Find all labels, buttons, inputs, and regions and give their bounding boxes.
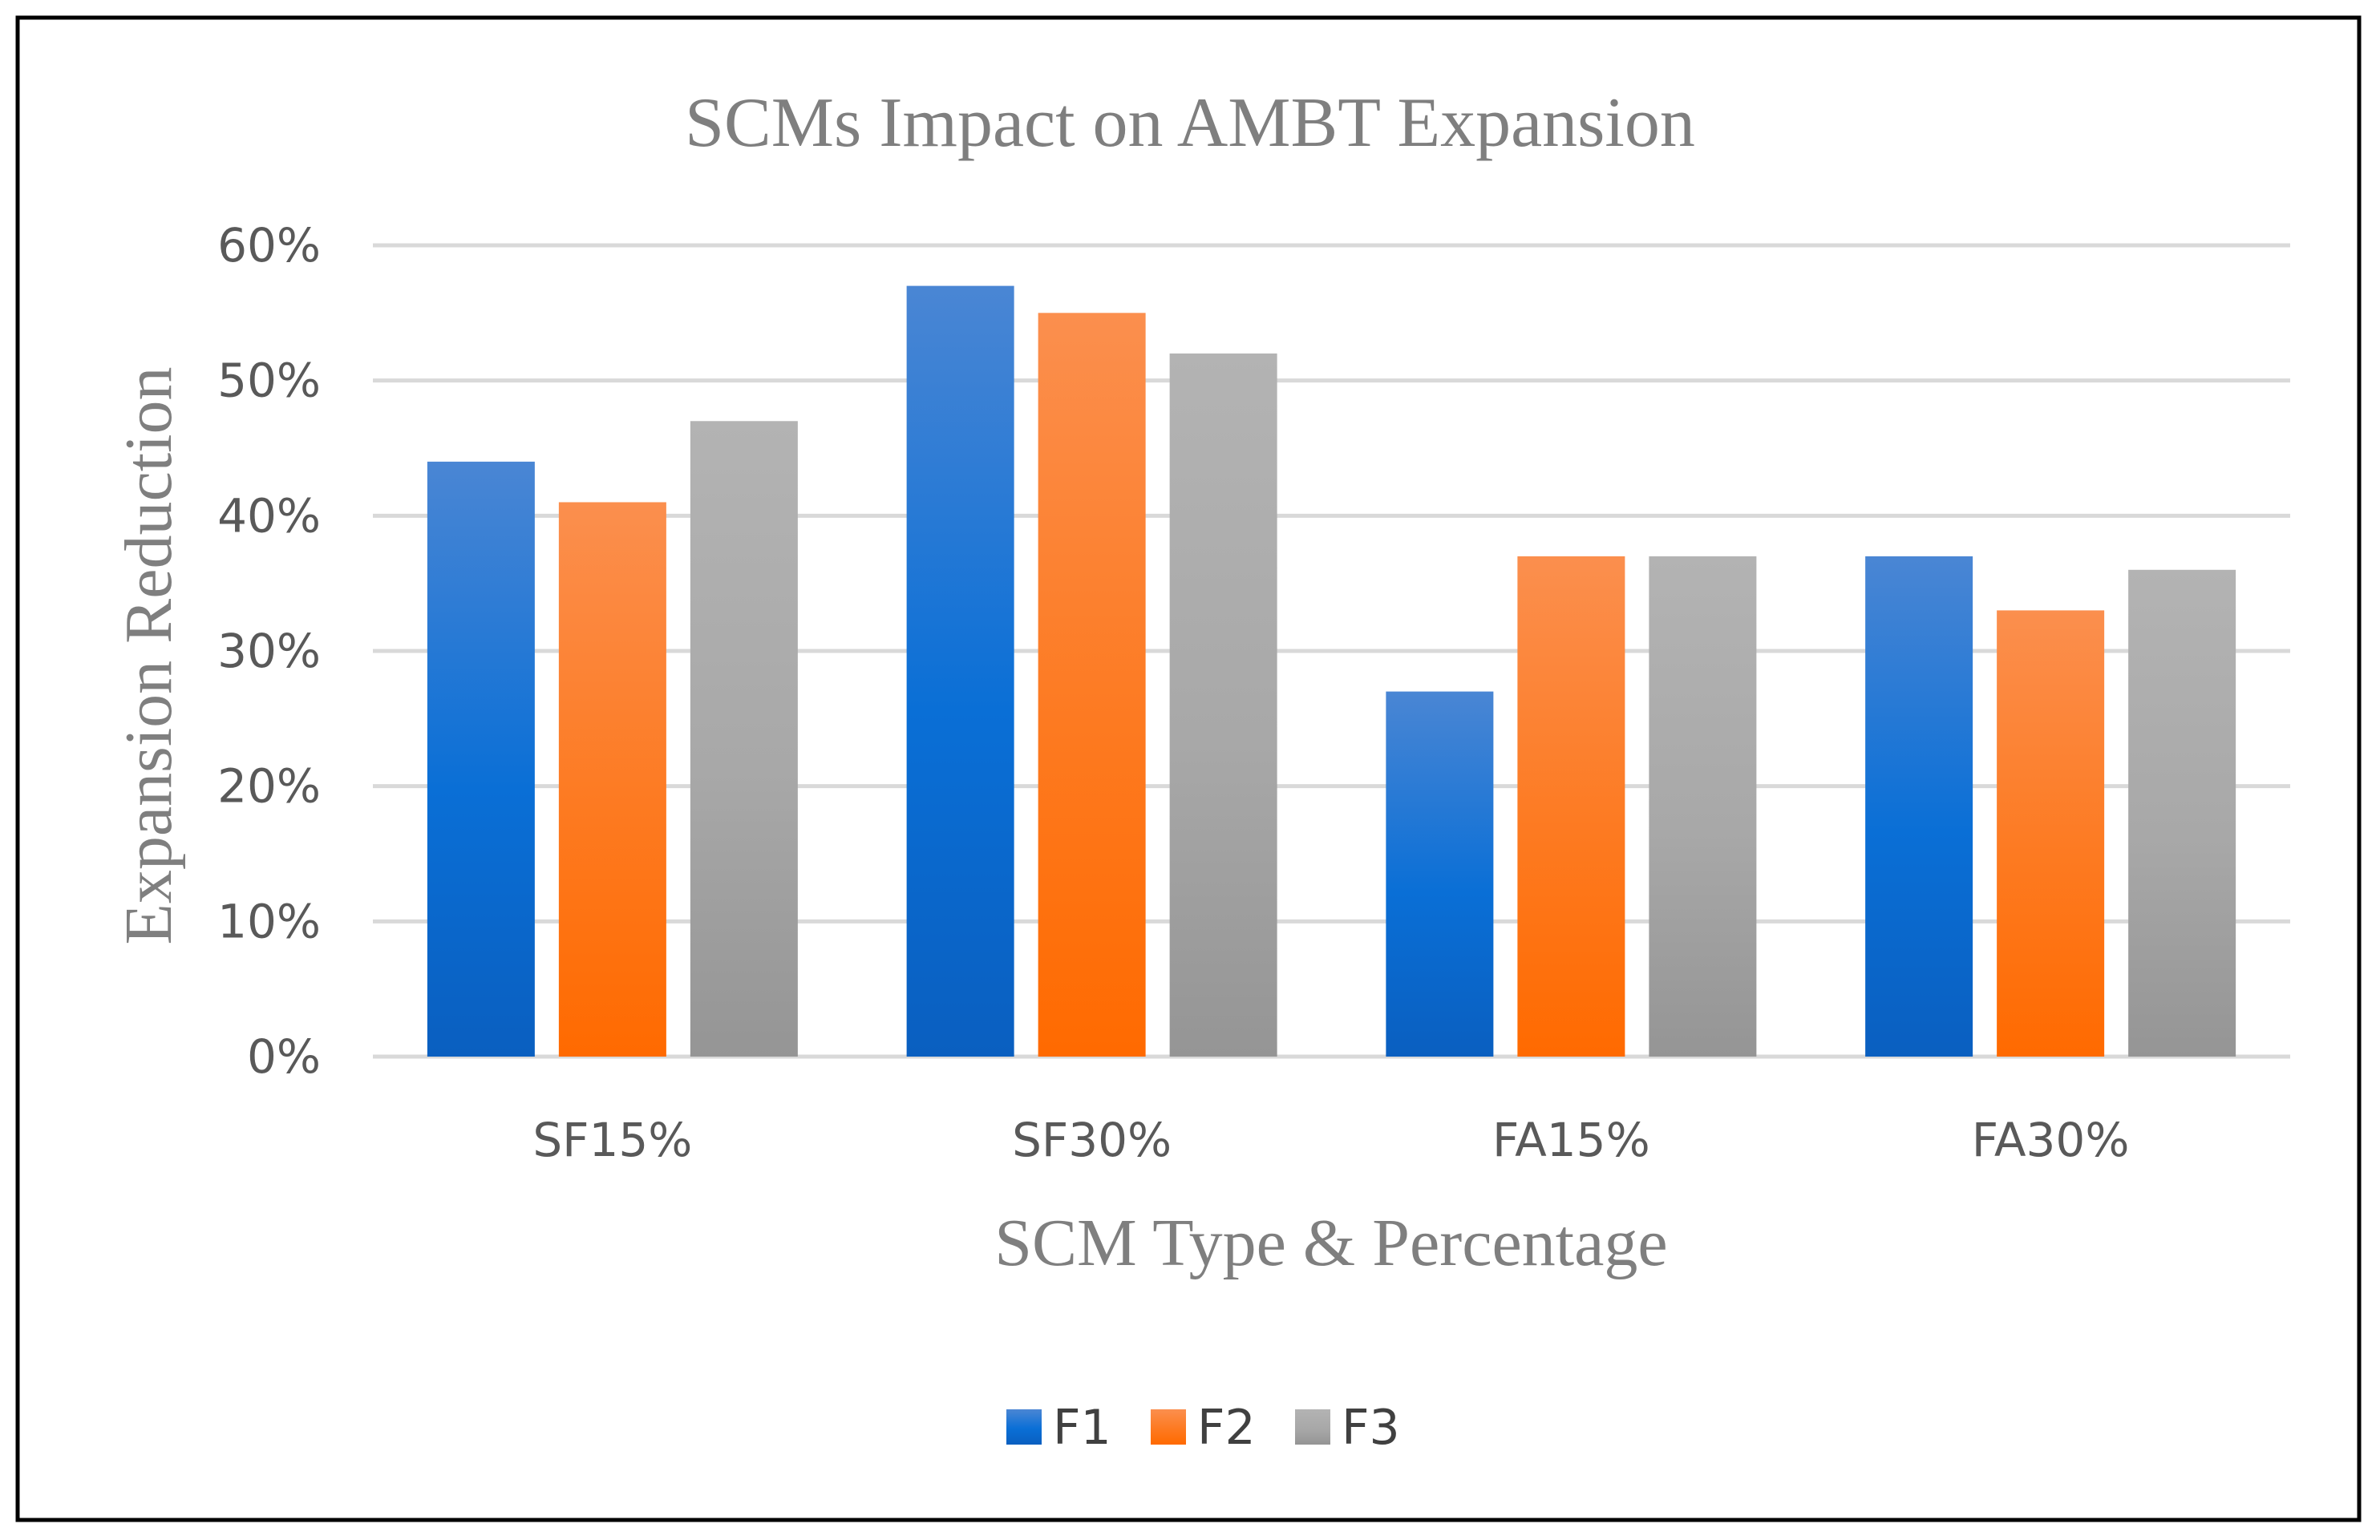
bar-f1-fa15pct [1386,691,1494,1057]
legend-label-f1: F1 [1053,1400,1111,1456]
x-tick-label: FA30% [1972,1113,2130,1167]
x-tick-label: FA15% [1492,1113,1650,1167]
bar-f2-sf30pct [1038,313,1146,1057]
legend: F1 F2 F3 [1006,1400,1400,1456]
y-tick-label: 40% [217,488,321,543]
y-axis-title: Expansion Reduction [111,367,186,945]
y-tick-label: 60% [217,218,321,273]
bar-f2-fa30pct [1997,610,2105,1057]
chart-title: SCMs Impact on AMBT Expansion [685,84,1695,162]
x-tick-label: SF15% [532,1113,692,1167]
bar-f1-sf30pct [906,285,1014,1057]
bar-f2-fa15pct [1517,556,1625,1057]
bar-f3-fa15pct [1649,556,1757,1057]
legend-swatch-f1 [1006,1409,1042,1445]
bar-f1-sf15pct [427,461,535,1057]
legend-swatch-f2 [1151,1409,1186,1445]
y-tick-label: 10% [217,894,321,948]
y-tick-label: 50% [217,354,321,408]
bars [427,285,2236,1057]
x-axis-title: SCM Type & Percentage [994,1206,1667,1280]
bar-f3-sf15pct [690,421,798,1057]
bar-f3-sf30pct [1169,353,1277,1057]
bar-f3-fa30pct [2128,569,2236,1057]
legend-label-f3: F3 [1342,1400,1400,1456]
bar-f1-fa30pct [1865,556,1973,1057]
x-tick-label: SF30% [1012,1113,1172,1167]
y-tick-label: 0% [247,1029,321,1084]
y-tick-label: 30% [217,624,321,678]
y-tick-label: 20% [217,759,321,814]
legend-swatch-f3 [1295,1409,1330,1445]
bar-f2-sf15pct [558,502,666,1057]
x-axis-ticks: SF15% SF30% FA15% FA30% [532,1113,2129,1167]
y-axis-ticks: 0% 10% 20% 30% 40% 50% 60% [217,218,321,1084]
legend-label-f2: F2 [1197,1400,1256,1456]
